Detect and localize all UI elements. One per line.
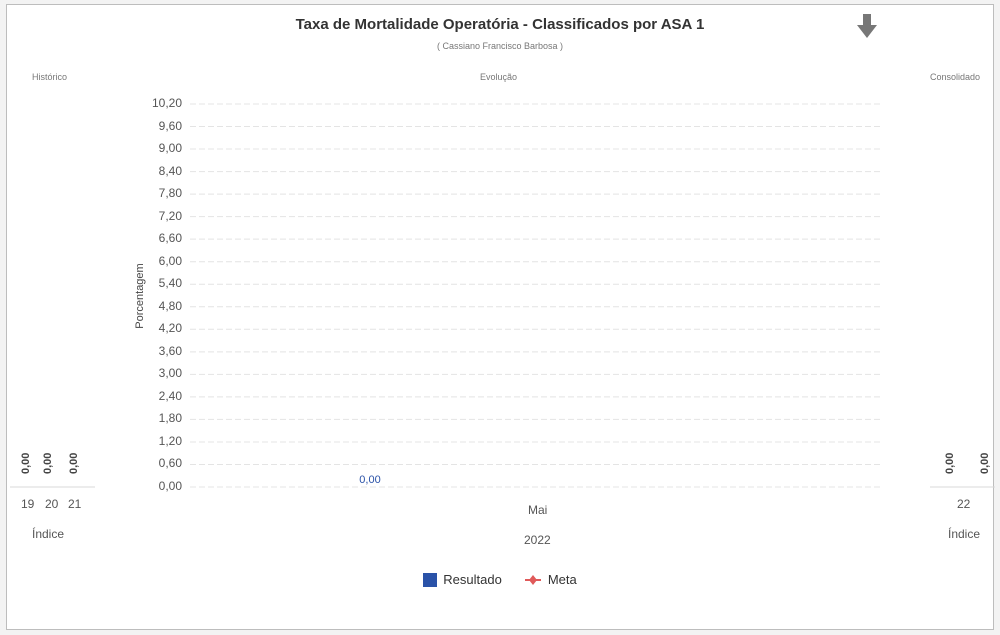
historico-bar-label: 0,00 [42,453,54,474]
consolidado-bar-label: 0,00 [944,453,956,474]
y-tick-label: 0,00 [158,479,182,493]
consolidado-x-tick-0: 22 [957,497,971,511]
chart-title: Taxa de Mortalidade Operatória - Classif… [295,16,705,33]
legend: Resultado Meta [0,572,1000,587]
historico-x-tick-0: 19 [21,497,35,511]
legend-label-meta: Meta [547,572,577,587]
bar-data-label: 0,00 [359,474,380,486]
y-tick-label: 9,00 [158,141,182,156]
y-tick-label: 8,40 [158,163,182,178]
legend-item-resultado[interactable]: Resultado [423,572,502,587]
y-tick-label: 1,20 [158,433,182,448]
y-tick-label: 3,60 [158,343,182,358]
y-tick-label: 7,80 [158,186,182,201]
y-tick-label: 3,00 [158,366,182,381]
chart-subtitle: ( Cassiano Francisco Barbosa ) [436,41,564,51]
y-tick-label: 9,60 [158,118,182,133]
historico-x-label: Índice [32,527,65,541]
y-tick-label: 10,20 [151,96,182,110]
consolidado-bar-label: 0,00 [979,453,991,474]
download-arrow-icon[interactable] [857,14,877,38]
meta-swatch [524,574,541,585]
evolucao-label: Evolução [480,72,518,82]
historico-bar-label: 0,00 [68,453,80,474]
y-tick-label: 2,40 [158,388,182,403]
y-tick-label: 6,00 [158,253,182,268]
consolidado-label: Consolidado [930,72,981,82]
resultado-swatch [423,572,438,587]
historico-bar-label: 0,00 [20,453,32,474]
y-tick-label: 5,40 [158,276,182,291]
y-tick-label: 4,20 [158,321,182,336]
historico-x-tick-1: 20 [45,497,59,511]
historico-x-tick-2: 21 [68,497,82,511]
historico-plot: 0,00 0,00 0,00 [10,453,95,488]
consolidado-x-label: Índice [948,527,981,541]
y-tick-label: 0,60 [158,456,182,471]
consolidado-plot: 0,00 0,00 [930,453,995,488]
y-tick-label: 6,60 [158,231,182,246]
y-tick-label: 7,20 [158,208,182,223]
legend-item-meta[interactable]: Meta [524,572,577,587]
chart-frame [6,4,994,630]
y-tick-label: 4,80 [158,298,182,313]
x-axis-label: 2022 [524,533,551,547]
y-tick-label: 1,80 [158,411,182,426]
legend-label-resultado: Resultado [443,572,502,587]
x-tick-mai: Mai [528,503,548,517]
historico-label: Histórico [32,72,68,82]
